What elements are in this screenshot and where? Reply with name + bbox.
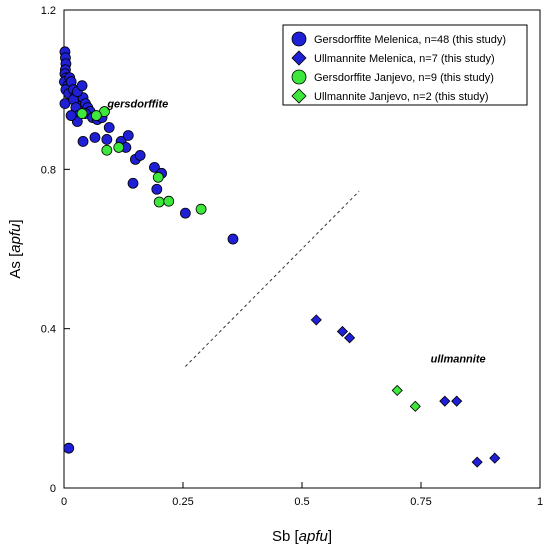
legend-marker-circle: [291, 31, 307, 47]
data-point-diamond: [310, 314, 322, 326]
series-3: [391, 384, 421, 412]
data-point-circle: [77, 136, 89, 147]
legend-marker-circle: [291, 69, 307, 85]
dashed-line: [185, 190, 360, 367]
data-point-circle: [63, 442, 75, 454]
y-tick-label: 1.2: [41, 5, 56, 17]
y-axis-title: As [apfu]: [7, 219, 24, 278]
data-point-circle: [151, 183, 163, 195]
x-tick-label: 0.25: [172, 496, 193, 508]
data-point-circle: [103, 122, 115, 133]
data-point-diamond: [336, 325, 349, 338]
data-point-circle: [179, 207, 191, 219]
legend-marker-diamond: [291, 50, 307, 66]
y-tick-label: 0.8: [41, 164, 56, 176]
data-point-circle: [122, 130, 134, 141]
data-point-diamond: [391, 384, 403, 396]
annotation-ullmannite: ullmannite: [431, 354, 486, 366]
legend-entry: Gersdorffite Janjevo, n=9 (this study): [314, 72, 494, 84]
data-point-diamond: [471, 456, 483, 468]
x-tick-label: 0.75: [410, 496, 431, 508]
data-point-diamond: [344, 332, 356, 344]
data-point-circle: [101, 134, 113, 145]
data-point-circle: [76, 80, 88, 92]
x-axis-title: Sb [apfu]: [272, 528, 332, 545]
dashed-boundary-line: [185, 190, 360, 367]
data-point-diamond: [489, 452, 501, 464]
data-point-circle: [101, 144, 113, 156]
series-2: [76, 106, 207, 215]
legend: Gersdorffite Melenica, n=48 (this study)…: [282, 24, 528, 106]
data-point-circle: [65, 110, 77, 121]
data-point-circle: [149, 161, 160, 173]
data-point-diamond: [439, 395, 451, 407]
legend-marker-diamond: [291, 88, 307, 104]
data-point-circle: [90, 110, 102, 121]
series-1: [310, 314, 501, 468]
data-point-circle: [134, 149, 146, 161]
x-tick-label: 0: [61, 496, 67, 508]
data-point-circle: [195, 203, 207, 215]
data-point-circle: [127, 177, 139, 189]
legend-entry: Ullmannite Janjevo, n=2 (this study): [314, 91, 489, 103]
data-points: [59, 46, 501, 468]
data-point-diamond: [409, 400, 421, 412]
data-point-circle: [152, 171, 164, 183]
data-point-circle: [89, 132, 101, 143]
annotation-gersdorffite: gersdorffite: [106, 99, 168, 111]
legend-box: [282, 24, 528, 106]
legend-entry: Gersdorffite Melenica, n=48 (this study): [314, 34, 506, 46]
data-point-diamond: [451, 395, 463, 407]
x-tick-label: 1: [537, 496, 543, 508]
data-point-circle: [76, 108, 88, 119]
data-point-circle: [113, 142, 125, 153]
y-tick-label: 0.4: [41, 324, 56, 336]
x-tick-label: 0.5: [294, 496, 309, 508]
data-point-circle: [153, 196, 165, 208]
data-point-circle: [227, 233, 239, 245]
data-point-circle: [163, 195, 175, 207]
axis-ticks: 0 0.25 0.5 0.75 1 0 0.4 0.8 1.2: [41, 5, 543, 508]
legend-entry: Ullmannite Melenica, n=7 (this study): [314, 53, 495, 65]
y-tick-label: 0: [50, 483, 56, 495]
